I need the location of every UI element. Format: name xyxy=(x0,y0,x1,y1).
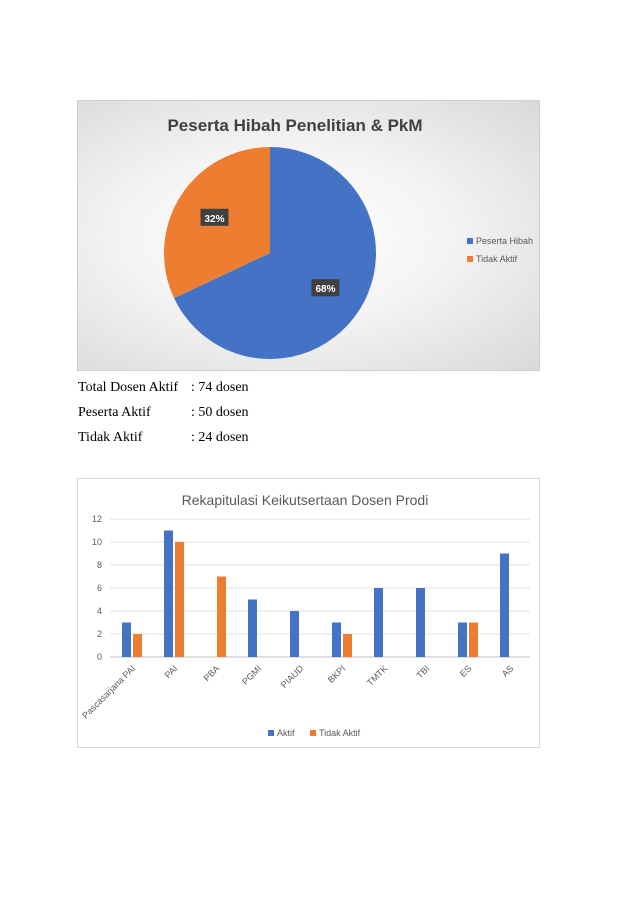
bar-aktif xyxy=(374,588,383,657)
pie-chart-title: Peserta Hibah Penelitian & PkM xyxy=(167,116,422,135)
y-tick-label: 8 xyxy=(97,560,102,570)
pie-chart: Peserta Hibah Penelitian & PkM 68% 32% Pese… xyxy=(164,116,533,359)
legend-swatch xyxy=(310,730,316,736)
x-tick-label: PGMI xyxy=(240,663,263,686)
y-tick-label: 0 xyxy=(97,652,102,662)
x-tick-label: PAI xyxy=(163,663,180,680)
bar-tidak-aktif xyxy=(217,576,226,657)
stat-value: : 74 dosen xyxy=(191,380,249,395)
pie-legend: Peserta Hibah Tidak Aktif xyxy=(467,236,533,264)
pie-data-label: 32% xyxy=(205,214,225,225)
bar-aktif xyxy=(290,611,299,657)
bar-legend: Aktif Tidak Aktif xyxy=(268,728,361,738)
bar-aktif xyxy=(500,553,509,657)
bar-chart-panel: Rekapitulasi Keikutsertaan Dosen Prodi 0 2… xyxy=(77,478,540,748)
pie-data-label-box xyxy=(200,208,229,226)
legend-swatch xyxy=(268,730,274,736)
x-tick-label: TMTK xyxy=(365,663,389,687)
stat-value: : 50 dosen xyxy=(191,405,249,420)
stat-label: Total Dosen Aktif xyxy=(78,380,179,395)
stat-label: Tidak Aktif xyxy=(78,430,143,445)
bar-tidak-aktif xyxy=(175,542,184,657)
legend-label: Aktif xyxy=(277,728,295,738)
y-tick-label: 6 xyxy=(97,583,102,593)
y-tick-label: 10 xyxy=(92,537,102,547)
x-tick-label: ES xyxy=(458,663,474,679)
legend-swatch xyxy=(467,256,473,262)
bar-aktif xyxy=(248,599,257,657)
x-tick-label: TBI xyxy=(414,663,431,680)
x-tick-label: PIAUD xyxy=(279,663,306,690)
stat-value: : 24 dosen xyxy=(191,430,249,445)
bar-aktif xyxy=(122,622,131,657)
x-tick-label: BKPI xyxy=(326,663,348,685)
legend-label: Tidak Aktif xyxy=(476,254,518,264)
bar-aktif xyxy=(164,530,173,657)
x-tick-label: Pascasarjana PAI xyxy=(80,663,137,720)
bar-tidak-aktif xyxy=(343,634,352,657)
pie-data-label: 68% xyxy=(315,284,335,295)
bar-tidak-aktif xyxy=(469,622,478,657)
y-tick-label: 2 xyxy=(97,629,102,639)
bar-aktif xyxy=(416,588,425,657)
y-tick-label: 4 xyxy=(97,606,102,616)
pie-data-label-box xyxy=(311,279,340,297)
x-tick-label: AS xyxy=(500,663,516,679)
bar-chart-title: Rekapitulasi Keikutsertaan Dosen Prodi xyxy=(182,492,429,508)
pie-slice-peserta-hibah xyxy=(174,147,376,359)
pie-chart-panel: Peserta Hibah Penelitian & PkM 68% 32% Pese… xyxy=(77,100,540,371)
y-tick-label: 12 xyxy=(92,514,102,524)
bar-tidak-aktif xyxy=(133,634,142,657)
bar-aktif xyxy=(332,622,341,657)
stat-label: Peserta Aktif xyxy=(78,405,151,420)
legend-label: Tidak Aktif xyxy=(319,728,361,738)
bar-aktif xyxy=(458,622,467,657)
x-tick-label: PBA xyxy=(202,663,222,683)
legend-label: Peserta Hibah xyxy=(476,236,533,246)
legend-swatch xyxy=(467,238,473,244)
bar-chart: Rekapitulasi Keikutsertaan Dosen Prodi 0 2… xyxy=(80,492,530,738)
